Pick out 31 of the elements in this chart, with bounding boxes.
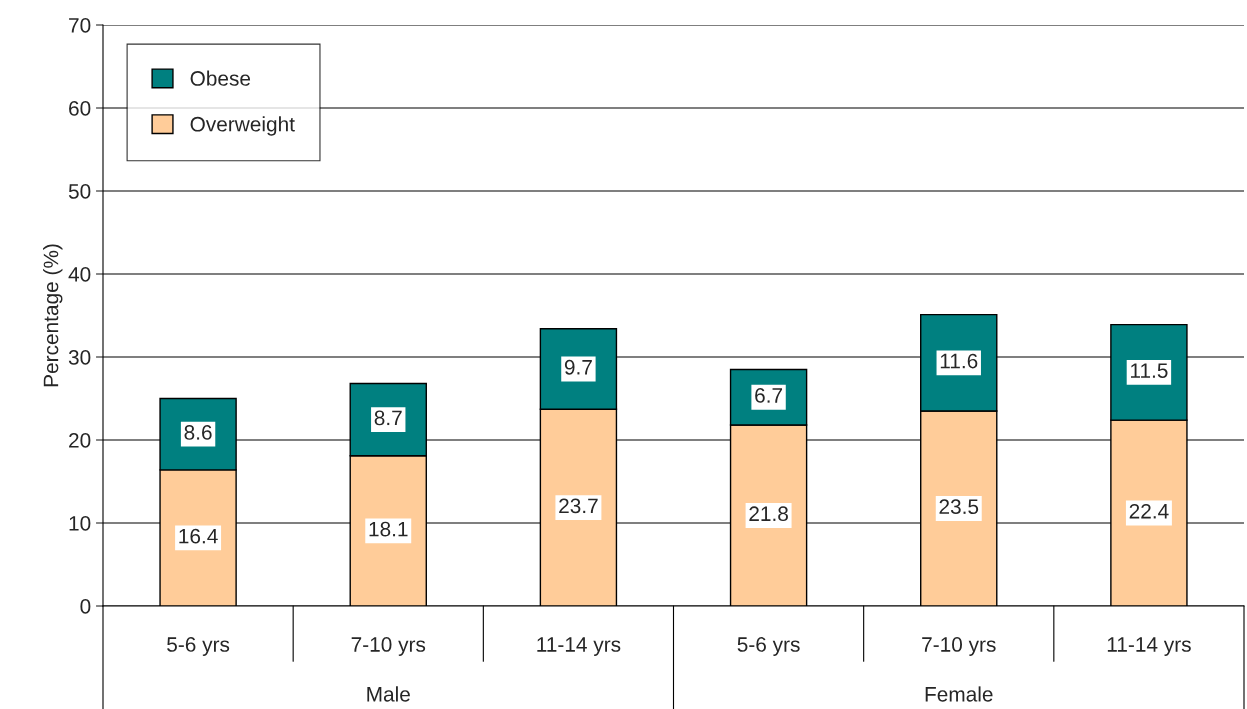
x-tick-label: 11-14 yrs [1107,637,1191,656]
y-tick-label: 10 [69,516,91,531]
legend-label: Overweight [190,116,295,136]
data-label: 16.4 [179,528,218,544]
x-tick-label: 5-6 yrs [167,637,230,656]
data-label: 8.7 [374,410,402,426]
y-tick-label: 40 [68,267,91,282]
x-tick-label: 7-10 yrs [922,637,996,656]
text: Male [367,686,410,702]
data-label: 23.7 [559,498,598,514]
y-axis-title: Percentage (%) [43,244,63,387]
data-label: 11.5 [1131,363,1168,378]
data-label: 11.6 [940,353,978,369]
data-label: 8.6 [184,425,212,440]
y-tick-label: 60 [69,101,91,116]
data-label: 21.8 [749,506,788,522]
data-label: 18.1 [369,521,408,537]
x-tick-label: 5-6 yrs [737,637,800,656]
data-label: 6.7 [755,388,783,403]
legend-label: Obese [190,70,251,86]
y-tick-label: 0 [80,599,91,614]
y-tick-label: 70 [69,18,91,33]
data-label: 9.7 [564,359,592,375]
y-tick-label: 30 [68,350,91,365]
data-label: 22.4 [1129,503,1169,519]
x-tick-label: 7-10 yrs [351,637,426,656]
x-tick-label: 11-14 yrs [537,637,621,656]
data-label: 23.5 [939,499,979,515]
text: Female [925,686,993,702]
y-tick-label: 20 [69,433,91,448]
y-tick-label: 50 [68,184,91,199]
